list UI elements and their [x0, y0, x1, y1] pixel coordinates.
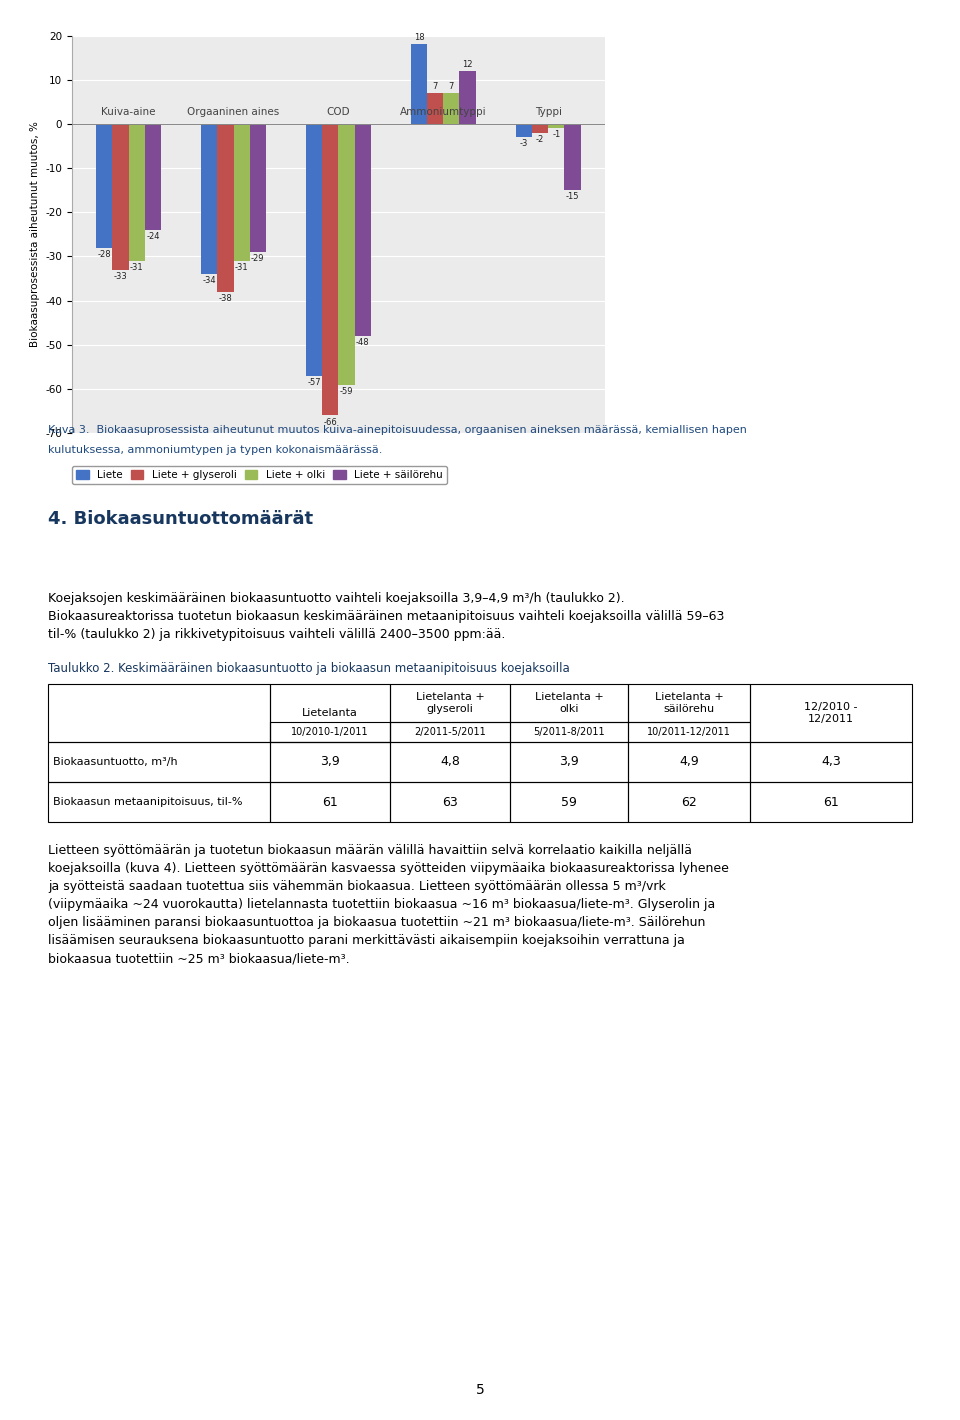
Text: 61: 61: [823, 795, 839, 808]
Text: (viipymäaika ~24 vuorokautta) lietelannasta tuotettiin biokaasua ~16 m³ biokaasu: (viipymäaika ~24 vuorokautta) lietelanna…: [48, 897, 715, 912]
Text: Kuiva-aine: Kuiva-aine: [102, 108, 156, 118]
Text: Koejaksojen keskimääräinen biokaasuntuotto vaihteli koejaksoilla 3,9–4,9 m³/h (t: Koejaksojen keskimääräinen biokaasuntuot…: [48, 592, 625, 605]
Bar: [112, 124, 129, 270]
Text: 4. Biokaasuntuottomäärät: 4. Biokaasuntuottomäärät: [48, 510, 313, 528]
Text: ja syötteistä saadaan tuotettua siis vähemmän biokaasua. Lietteen syöttömäärän o: ja syötteistä saadaan tuotettua siis väh…: [48, 880, 665, 893]
Text: Lietelanta: Lietelanta: [302, 709, 358, 719]
Bar: [96, 124, 112, 247]
Text: -31: -31: [235, 263, 249, 273]
Text: 63: 63: [443, 795, 458, 808]
Text: Biokaasun metaanipitoisuus, til-%: Biokaasun metaanipitoisuus, til-%: [53, 797, 243, 807]
Bar: [460, 71, 476, 124]
Text: -34: -34: [203, 277, 216, 285]
Text: 4,3: 4,3: [821, 755, 841, 768]
Text: -31: -31: [130, 263, 144, 273]
Bar: [564, 124, 581, 190]
Text: -33: -33: [113, 271, 128, 281]
Text: 4,8: 4,8: [440, 755, 460, 768]
Text: 10/2011-12/2011: 10/2011-12/2011: [647, 727, 731, 737]
Text: Biokaasureaktorissa tuotetun biokaasun keskimääräinen metaanipitoisuus vaihteli : Biokaasureaktorissa tuotetun biokaasun k…: [48, 611, 725, 623]
Text: 62: 62: [682, 795, 697, 808]
Text: Lietelanta +
olki: Lietelanta + olki: [535, 692, 604, 714]
Text: oljen lisääminen paransi biokaasuntuottoa ja biokaasua tuotettiin ~21 m³ biokaas: oljen lisääminen paransi biokaasuntuotto…: [48, 916, 706, 929]
Text: Typpi: Typpi: [535, 108, 562, 118]
Text: Orgaaninen aines: Orgaaninen aines: [187, 108, 279, 118]
Text: 4,9: 4,9: [679, 755, 699, 768]
Text: 18: 18: [414, 33, 424, 43]
Text: 5/2011-8/2011: 5/2011-8/2011: [533, 727, 605, 737]
Bar: [323, 124, 338, 416]
Text: 7: 7: [448, 82, 454, 91]
Text: Lietteen syöttömäärän ja tuotetun biokaasun määrän välillä havaittiin selvä korr: Lietteen syöttömäärän ja tuotetun biokaa…: [48, 843, 692, 858]
Bar: [129, 124, 145, 261]
Text: Lietelanta +
glyseroli: Lietelanta + glyseroli: [416, 692, 485, 714]
Text: -29: -29: [252, 254, 265, 263]
Bar: [532, 124, 548, 132]
Bar: [427, 92, 444, 124]
Text: kulutuksessa, ammoniumtypen ja typen kokonaismäärässä.: kulutuksessa, ammoniumtypen ja typen kok…: [48, 444, 382, 454]
Text: -38: -38: [219, 294, 232, 302]
Bar: [411, 44, 427, 124]
Text: Biokaasuntuotto, m³/h: Biokaasuntuotto, m³/h: [53, 757, 178, 767]
Text: -48: -48: [356, 338, 370, 346]
Bar: [306, 124, 323, 376]
Bar: [338, 124, 354, 385]
Bar: [516, 124, 532, 138]
Bar: [548, 124, 564, 128]
Text: -28: -28: [98, 250, 111, 258]
Bar: [145, 124, 161, 230]
Text: 2/2011-5/2011: 2/2011-5/2011: [414, 727, 486, 737]
Text: 61: 61: [323, 795, 338, 808]
Text: -59: -59: [340, 386, 353, 396]
Bar: [250, 124, 266, 251]
Text: til-% (taulukko 2) ja rikkivetypitoisuus vaihteli välillä 2400–3500 ppm:ää.: til-% (taulukko 2) ja rikkivetypitoisuus…: [48, 628, 505, 640]
Bar: [201, 124, 217, 274]
Bar: [354, 124, 371, 337]
Bar: [217, 124, 233, 291]
Text: lisäämisen seurauksena biokaasuntuotto parani merkittävästi aikaisempiin koejaks: lisäämisen seurauksena biokaasuntuotto p…: [48, 934, 684, 947]
Text: koejaksoilla (kuva 4). Lietteen syöttömäärän kasvaessa syötteiden viipymäaika bi: koejaksoilla (kuva 4). Lietteen syöttömä…: [48, 862, 729, 875]
Text: Ammoniumtyppi: Ammoniumtyppi: [400, 108, 487, 118]
Text: 3,9: 3,9: [559, 755, 579, 768]
Text: COD: COD: [326, 108, 350, 118]
Text: 3,9: 3,9: [320, 755, 340, 768]
Text: 12/2010 -
12/2011: 12/2010 - 12/2011: [804, 703, 857, 724]
Text: 10/2010-1/2011: 10/2010-1/2011: [291, 727, 369, 737]
Text: biokaasua tuotettiin ~25 m³ biokaasua/liete-m³.: biokaasua tuotettiin ~25 m³ biokaasua/li…: [48, 951, 349, 966]
Text: -66: -66: [324, 417, 337, 426]
Text: -3: -3: [519, 139, 528, 148]
Text: -2: -2: [536, 135, 544, 143]
Text: 5: 5: [475, 1383, 485, 1397]
Text: 7: 7: [433, 82, 438, 91]
Text: -15: -15: [565, 192, 579, 202]
Bar: [444, 92, 460, 124]
Text: Lietelanta +
säilörehu: Lietelanta + säilörehu: [655, 692, 724, 714]
Text: -57: -57: [307, 378, 321, 386]
Y-axis label: Biokaasuprosessista aiheutunut muutos, %: Biokaasuprosessista aiheutunut muutos, %: [30, 121, 40, 348]
Text: -1: -1: [552, 131, 561, 139]
Legend: Liete, Liete + glyseroli, Liete + olki, Liete + säilörehu: Liete, Liete + glyseroli, Liete + olki, …: [72, 466, 447, 484]
Bar: [233, 124, 250, 261]
Text: Kuva 3.  Biokaasuprosessista aiheutunut muutos kuiva-ainepitoisuudessa, orgaanis: Kuva 3. Biokaasuprosessista aiheutunut m…: [48, 425, 747, 435]
Text: 12: 12: [463, 60, 473, 68]
Text: -24: -24: [146, 231, 159, 241]
Text: Taulukko 2. Keskimääräinen biokaasuntuotto ja biokaasun metaanipitoisuus koejaks: Taulukko 2. Keskimääräinen biokaasuntuot…: [48, 662, 569, 674]
Text: 59: 59: [561, 795, 577, 808]
